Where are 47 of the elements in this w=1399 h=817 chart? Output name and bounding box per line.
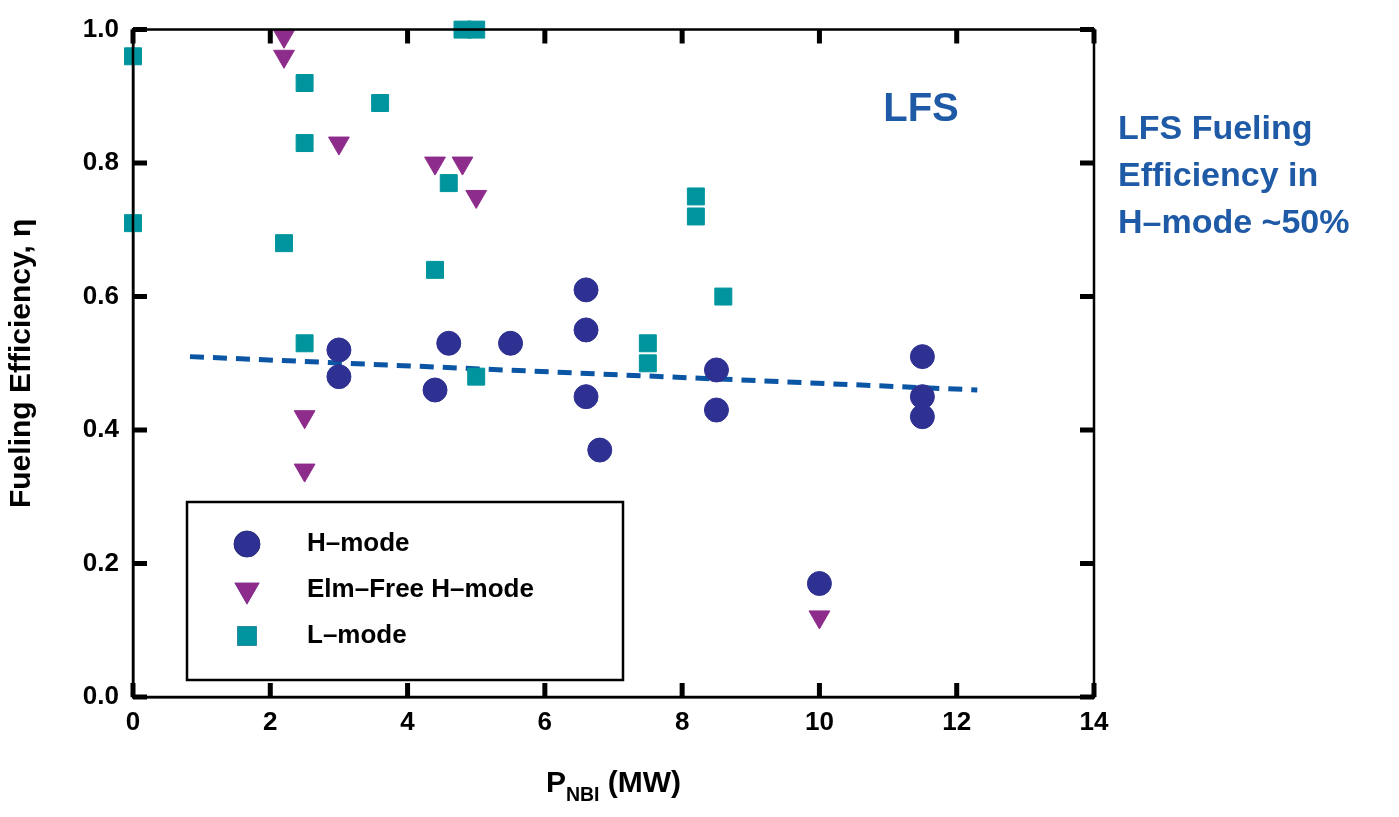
point xyxy=(467,367,486,386)
point xyxy=(714,287,733,306)
y-tick-label: 0.8 xyxy=(82,146,119,177)
y-tick-label: 0.2 xyxy=(82,546,119,577)
y-axis-title: Fueling Efficiency, η xyxy=(3,218,37,509)
x-tick-label: 14 xyxy=(1079,705,1109,736)
point xyxy=(295,74,314,92)
point xyxy=(295,134,314,153)
x-tick-label: 8 xyxy=(674,705,690,736)
x-tick-label: 12 xyxy=(942,705,972,736)
y-tick-label: 0.6 xyxy=(82,279,119,310)
point xyxy=(638,354,657,373)
point xyxy=(436,330,462,356)
annotation: LFS xyxy=(883,84,959,129)
point xyxy=(573,277,599,303)
y-tick-label: 0.0 xyxy=(82,680,119,711)
point xyxy=(573,384,599,410)
point xyxy=(275,234,293,253)
x-tick-label: 0 xyxy=(125,705,141,736)
point xyxy=(371,94,390,112)
point xyxy=(686,187,705,206)
text: LFS Fueling Efficiency in H–mode ~50% xyxy=(1118,107,1350,240)
x-tick-label: 4 xyxy=(400,705,416,736)
legend-label: L–mode xyxy=(307,619,407,650)
legend-label: Elm–Free H–mode xyxy=(307,573,534,604)
point xyxy=(806,571,832,597)
point xyxy=(326,337,352,363)
point xyxy=(326,364,352,390)
point xyxy=(703,357,729,383)
point xyxy=(439,174,458,193)
point xyxy=(909,344,935,370)
point xyxy=(638,334,657,353)
point xyxy=(587,437,613,463)
x-tick-label: 2 xyxy=(263,705,278,736)
point xyxy=(909,404,935,430)
x-tick-label: 10 xyxy=(804,705,834,736)
point xyxy=(295,334,314,353)
point xyxy=(573,317,599,343)
legend-label: H–mode xyxy=(307,527,410,558)
point xyxy=(422,377,448,403)
y-tick-label: 0.4 xyxy=(82,413,120,444)
y-tick-label: 1.0 xyxy=(82,12,119,43)
point xyxy=(498,330,524,356)
point xyxy=(426,260,445,279)
point xyxy=(686,207,705,226)
point xyxy=(703,397,729,423)
x-tick-label: 6 xyxy=(537,705,553,736)
